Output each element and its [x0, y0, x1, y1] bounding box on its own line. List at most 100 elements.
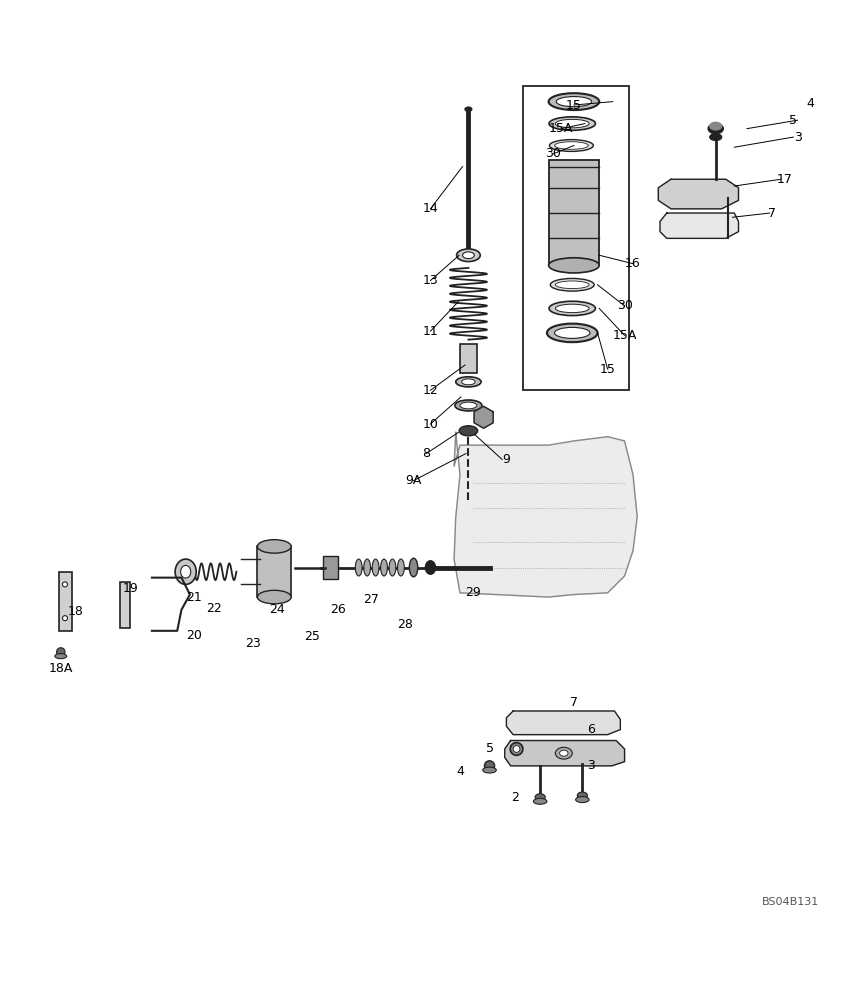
Ellipse shape [556, 97, 592, 107]
Bar [323, 556, 338, 579]
Text: 28: 28 [398, 618, 413, 631]
Ellipse shape [398, 559, 404, 576]
Ellipse shape [55, 654, 67, 659]
Ellipse shape [555, 119, 589, 128]
Ellipse shape [555, 327, 590, 338]
Ellipse shape [555, 304, 589, 313]
Ellipse shape [533, 798, 547, 804]
Ellipse shape [549, 93, 599, 110]
Ellipse shape [708, 124, 723, 134]
Text: 13: 13 [423, 274, 438, 287]
Bar [549, 160, 599, 265]
Ellipse shape [555, 747, 572, 759]
Text: 16: 16 [625, 257, 641, 270]
Ellipse shape [425, 561, 436, 574]
Text: 3: 3 [587, 759, 595, 772]
Text: 15A: 15A [549, 122, 573, 135]
Text: 25: 25 [305, 630, 320, 643]
Bar [59, 572, 72, 631]
Text: 26: 26 [330, 603, 345, 616]
Text: 6: 6 [587, 723, 595, 736]
Text: 18: 18 [68, 605, 84, 618]
Ellipse shape [535, 794, 545, 800]
Text: 14: 14 [423, 202, 438, 215]
Ellipse shape [409, 558, 418, 577]
Text: 5: 5 [485, 742, 494, 755]
Ellipse shape [176, 559, 197, 584]
Ellipse shape [549, 117, 596, 130]
Text: 22: 22 [207, 602, 222, 615]
Text: 7: 7 [768, 207, 776, 220]
Text: 21: 21 [187, 591, 202, 604]
Text: 8: 8 [422, 447, 430, 460]
Ellipse shape [455, 400, 482, 411]
Text: 30: 30 [545, 147, 560, 160]
Ellipse shape [550, 278, 594, 291]
Ellipse shape [457, 249, 480, 262]
Ellipse shape [463, 252, 474, 259]
Bar [257, 546, 291, 597]
Text: 4: 4 [806, 97, 814, 110]
Ellipse shape [459, 426, 478, 436]
Ellipse shape [547, 324, 598, 342]
Bar [120, 582, 130, 628]
Ellipse shape [62, 616, 68, 621]
Polygon shape [474, 406, 493, 428]
Text: 17: 17 [777, 173, 793, 186]
Ellipse shape [549, 258, 599, 273]
Text: 19: 19 [123, 582, 138, 595]
Ellipse shape [710, 122, 722, 130]
Ellipse shape [484, 761, 495, 771]
Ellipse shape [257, 540, 291, 553]
Ellipse shape [549, 301, 596, 316]
Text: 29: 29 [465, 586, 480, 599]
Polygon shape [658, 179, 738, 209]
Text: 9A: 9A [405, 474, 422, 487]
Text: 20: 20 [187, 629, 202, 642]
Ellipse shape [381, 559, 387, 576]
Ellipse shape [576, 797, 589, 803]
Ellipse shape [181, 565, 191, 578]
Bar [523, 86, 629, 390]
Ellipse shape [483, 767, 496, 773]
Ellipse shape [555, 142, 588, 149]
Ellipse shape [355, 559, 362, 576]
Text: 27: 27 [364, 593, 379, 606]
Text: BS04B131: BS04B131 [761, 897, 819, 907]
Text: 23: 23 [246, 637, 261, 650]
Ellipse shape [460, 402, 477, 409]
Text: 12: 12 [423, 384, 438, 397]
Polygon shape [505, 741, 625, 766]
Bar [460, 344, 477, 373]
Ellipse shape [560, 750, 568, 756]
Text: 5: 5 [789, 114, 798, 127]
Text: 4: 4 [456, 765, 464, 778]
Ellipse shape [710, 134, 722, 140]
Text: 18A: 18A [49, 662, 73, 675]
Text: 9: 9 [502, 453, 511, 466]
Text: 2: 2 [511, 791, 519, 804]
Text: 15: 15 [600, 363, 615, 376]
Text: 30: 30 [617, 299, 632, 312]
Ellipse shape [577, 792, 587, 799]
Ellipse shape [465, 107, 472, 111]
Ellipse shape [462, 379, 475, 385]
Ellipse shape [372, 559, 379, 576]
Text: 7: 7 [570, 696, 578, 709]
Ellipse shape [510, 743, 522, 755]
Ellipse shape [513, 746, 520, 752]
Text: 15A: 15A [613, 329, 636, 342]
Polygon shape [454, 432, 637, 597]
Ellipse shape [389, 559, 396, 576]
Text: 15: 15 [566, 99, 582, 112]
Ellipse shape [555, 281, 589, 289]
Text: 10: 10 [423, 418, 438, 431]
Ellipse shape [456, 377, 481, 387]
Ellipse shape [57, 648, 65, 656]
Text: 11: 11 [423, 325, 438, 338]
Ellipse shape [364, 559, 371, 576]
Text: 3: 3 [793, 131, 802, 144]
Ellipse shape [549, 140, 593, 151]
Polygon shape [506, 711, 620, 735]
Polygon shape [660, 213, 738, 238]
